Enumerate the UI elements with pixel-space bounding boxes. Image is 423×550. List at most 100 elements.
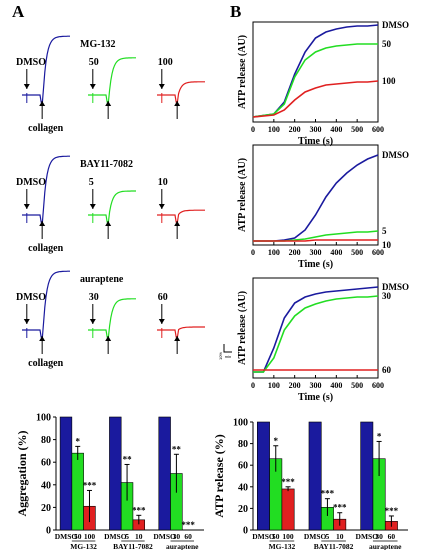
x-tick-label-0-3: 300	[310, 125, 322, 134]
significance-0-2-1: **	[172, 444, 182, 454]
y-axis-label-0: ATP release (AU)	[237, 35, 248, 109]
collagen-arrow-0-2-head	[174, 101, 181, 106]
bar-chart-1: 0 20 40 60 80 100 ATP release (%) DMSO * 50 *** 100…	[212, 418, 408, 550]
significance-0-1-2: ***	[132, 505, 146, 515]
dose-label-2-0: DMSO	[16, 292, 46, 303]
agent-arrow-2-1	[89, 304, 96, 324]
x-tick-label-1-1: 100	[268, 248, 280, 257]
y-axis-label-2: ATP release (AU)	[237, 291, 248, 365]
series-line-0-1	[252, 43, 378, 118]
agent-arrow-0-0-head	[23, 84, 30, 89]
bar-y-tick-label-1-3: 60	[238, 461, 248, 472]
bar-y-tick-label-1-0: 0	[243, 526, 248, 537]
trace-1-2	[157, 209, 205, 223]
bar-1-1-0	[308, 421, 322, 531]
bar-category-1-2-0: DMSO	[356, 532, 379, 541]
collagen-arrow-1-0	[39, 221, 46, 239]
significance-0-2-2: ***	[181, 520, 195, 530]
agent-arrow-0-1-head	[89, 84, 96, 89]
collagen-arrow-0-0	[39, 101, 46, 119]
significance-0-1-1: **	[123, 454, 133, 464]
dose-label-1-0: DMSO	[16, 177, 46, 188]
dose-label-0-1: 50	[89, 57, 99, 68]
bar-1-0-0	[257, 421, 270, 531]
significance-0-0-1: *	[75, 436, 80, 446]
collagen-arrow-1-1-head	[105, 221, 112, 226]
dose-label-2-1: 30	[89, 292, 99, 303]
dose-label-1-1: 5	[89, 177, 94, 188]
series-label-1-0: DMSO	[382, 150, 409, 160]
bar-category-0-2-0: DMSO	[153, 532, 176, 541]
series-line-2-1	[253, 295, 379, 373]
agent-arrow-1-2-head	[158, 204, 165, 209]
collagen-arrow-1-1	[105, 221, 112, 239]
group-label-0-0: MG-132	[70, 542, 97, 550]
collagen-arrow-0-2	[174, 101, 181, 119]
trace-2-1	[88, 298, 136, 338]
scale-bar-vertical-label: 10%	[218, 352, 223, 360]
x-tick-label-2-0: 0	[251, 381, 255, 390]
group-label-0-2: auraptene	[166, 542, 199, 550]
bar-1-2-0	[360, 421, 374, 531]
significance-1-0-1: *	[274, 436, 279, 446]
x-tick-label-2-4: 400	[330, 381, 342, 390]
trace-2-0	[22, 270, 70, 338]
series-line-0-0	[252, 24, 379, 118]
x-tick-label-0-6: 600	[372, 125, 384, 134]
x-tick-label-0-4: 400	[330, 125, 342, 134]
line-chart-frame-1	[252, 144, 379, 246]
x-tick-label-0-2: 200	[289, 125, 301, 134]
atp-line-charts: 0 100 200 300 400 500 600 Time (s) ATP release (…	[218, 20, 409, 403]
x-axis-label-2: Time (s)	[298, 392, 333, 403]
bar-y-tick-label-0-1: 20	[41, 503, 51, 514]
x-tick-label-0-5: 500	[351, 125, 363, 134]
bar-category-0-0-2: 100	[84, 532, 96, 541]
atp-line-chart-1: 0 100 200 300 400 500 600 Time (s) ATP release (…	[237, 144, 409, 270]
collagen-arrow-0-0-head	[39, 101, 46, 106]
bar-y-tick-label-1-2: 40	[238, 482, 248, 493]
group-label-1-2: auraptene	[369, 542, 402, 550]
bar-category-1-1-2: 10	[336, 532, 344, 541]
series-label-1-2: 10	[382, 240, 392, 250]
collagen-arrow-1-2-head	[174, 221, 181, 226]
bar-category-0-1-2: 10	[135, 532, 143, 541]
line-chart-frame-2	[252, 277, 379, 379]
bar-y-tick-label-1-4: 80	[238, 439, 248, 450]
x-tick-label-1-2: 200	[289, 248, 301, 257]
bar-chart-0: 0 20 40 60 80 100 Aggregation (%) DMSO * 50 *** 100…	[15, 413, 204, 550]
bar-category-1-0-0: DMSO	[252, 532, 275, 541]
trace-0-1	[88, 57, 136, 103]
series-line-1-0	[253, 154, 379, 242]
drug-label-1: BAY11-7082	[80, 159, 133, 170]
collagen-arrow-0-1-head	[105, 101, 112, 106]
x-tick-label-2-6: 600	[372, 381, 384, 390]
group-label-0-1: BAY11-7082	[113, 542, 153, 550]
atp-line-chart-2: 0 100 200 300 400 500 600 Time (s) ATP release (…	[237, 277, 409, 403]
bar-category-1-1-0: DMSO	[304, 532, 327, 541]
collagen-arrow-1-0-head	[39, 221, 46, 226]
series-label-1-1: 5	[382, 226, 387, 236]
agent-arrow-0-0	[23, 69, 30, 89]
bar-category-0-2-2: 60	[184, 532, 192, 541]
collagen-arrow-2-0-head	[39, 336, 46, 341]
x-tick-label-2-1: 100	[268, 381, 280, 390]
x-axis-label-1: Time (s)	[298, 259, 333, 270]
x-tick-label-1-3: 300	[310, 248, 322, 257]
x-tick-label-2-2: 200	[289, 381, 301, 390]
panel-label-a: A	[12, 2, 25, 21]
bar-1-0-2	[281, 488, 295, 531]
series-label-2-2: 60	[382, 365, 392, 375]
collagen-arrow-2-0	[39, 336, 46, 354]
significance-1-2-1: *	[377, 431, 382, 441]
collagen-arrow-0-1	[105, 101, 112, 119]
x-tick-label-1-5: 500	[351, 248, 363, 257]
bar-category-1-2-2: 60	[388, 532, 396, 541]
trace-0-2	[157, 81, 205, 103]
dose-label-1-2: 10	[158, 177, 168, 188]
dose-label-0-2: 100	[158, 57, 173, 68]
series-line-1-2	[253, 239, 378, 242]
agent-arrow-1-1	[89, 189, 96, 209]
dose-label-0-0: DMSO	[16, 57, 46, 68]
scale-bar: 10% min	[218, 344, 232, 360]
